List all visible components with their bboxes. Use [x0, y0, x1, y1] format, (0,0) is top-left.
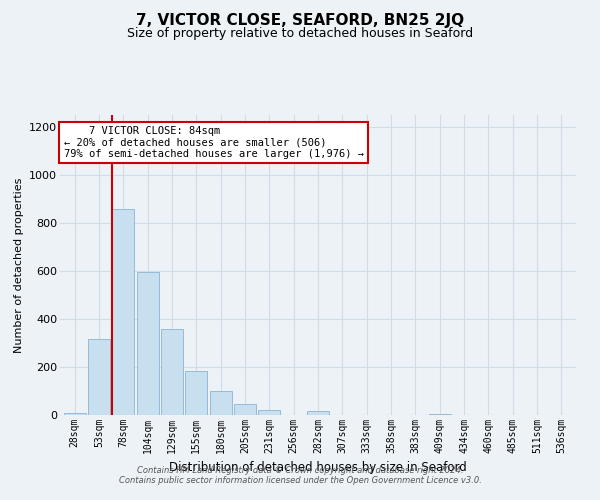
- Bar: [234, 404, 256, 415]
- Bar: [88, 340, 110, 415]
- Bar: [185, 370, 207, 415]
- Text: Contains HM Land Registry data © Crown copyright and database right 2024.
Contai: Contains HM Land Registry data © Crown c…: [119, 466, 481, 485]
- Bar: [307, 410, 329, 415]
- Bar: [259, 410, 280, 415]
- Text: 7 VICTOR CLOSE: 84sqm
← 20% of detached houses are smaller (506)
79% of semi-det: 7 VICTOR CLOSE: 84sqm ← 20% of detached …: [64, 126, 364, 159]
- Bar: [64, 412, 86, 415]
- Text: Size of property relative to detached houses in Seaford: Size of property relative to detached ho…: [127, 28, 473, 40]
- Y-axis label: Number of detached properties: Number of detached properties: [14, 178, 23, 352]
- Bar: [429, 414, 451, 415]
- Bar: [161, 328, 183, 415]
- X-axis label: Distribution of detached houses by size in Seaford: Distribution of detached houses by size …: [169, 462, 467, 474]
- Bar: [112, 208, 134, 415]
- Bar: [209, 391, 232, 415]
- Bar: [137, 272, 158, 415]
- Text: 7, VICTOR CLOSE, SEAFORD, BN25 2JQ: 7, VICTOR CLOSE, SEAFORD, BN25 2JQ: [136, 12, 464, 28]
